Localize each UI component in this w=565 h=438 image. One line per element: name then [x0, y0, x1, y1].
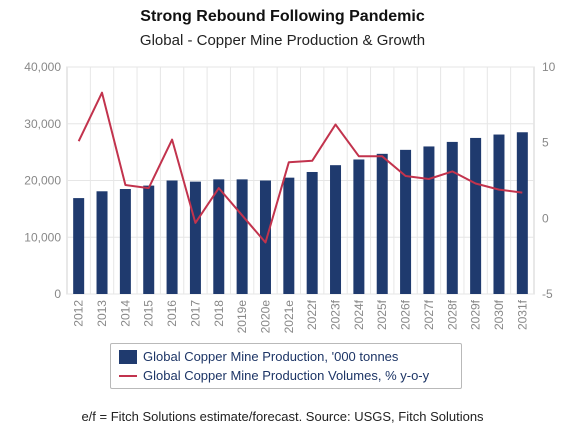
production-bar	[259, 180, 271, 294]
x-tick-label: 2027f	[422, 299, 436, 330]
production-bars	[73, 132, 528, 294]
x-tick-label: 2021e	[282, 300, 296, 334]
left-tick-label: 0	[54, 287, 61, 301]
growth-line-group	[77, 91, 523, 244]
x-tick-label: 2019e	[235, 300, 249, 334]
grid-lines	[66, 66, 535, 295]
left-tick-label: 30,000	[24, 117, 61, 131]
x-tick-label: 2025f	[375, 299, 389, 330]
legend: Global Copper Mine Production, '000 tonn…	[110, 343, 462, 389]
left-tick-label: 10,000	[24, 230, 61, 244]
right-tick-label: 10	[542, 60, 556, 74]
x-tick-label: 2031f	[515, 299, 529, 330]
chart-title: Strong Rebound Following Pandemic	[140, 8, 425, 25]
x-tick-label: 2026f	[399, 299, 413, 330]
production-bar	[306, 171, 318, 294]
x-tick-label: 2017	[188, 300, 202, 327]
x-tick-label: 2023f	[329, 299, 343, 330]
production-bar	[330, 165, 342, 294]
source-footnote: e/f = Fitch Solutions estimate/forecast.…	[81, 409, 484, 424]
right-tick-label: -5	[542, 287, 553, 301]
production-bar	[516, 132, 528, 294]
legend-bar-swatch	[119, 349, 137, 364]
right-tick-label: 0	[542, 211, 549, 225]
production-bar	[470, 137, 482, 294]
legend-label-production: Global Copper Mine Production, '000 tonn…	[143, 349, 399, 364]
production-bar	[353, 159, 365, 294]
legend-item-growth: Global Copper Mine Production Volumes, %…	[119, 368, 429, 383]
x-tick-label: 2013	[95, 300, 109, 327]
legend-line-swatch	[119, 374, 137, 377]
x-tick-label: 2022f	[305, 299, 319, 330]
x-tick-label: 2029f	[469, 299, 483, 330]
x-tick-label: 2024f	[352, 299, 366, 330]
legend-label-growth: Global Copper Mine Production Volumes, %…	[143, 368, 430, 383]
x-tick-label: 2016	[165, 300, 179, 327]
x-tick-label: 2028f	[445, 299, 459, 330]
production-bar	[376, 153, 388, 294]
x-tick-label: 2012	[72, 300, 86, 327]
x-tick-label: 2030f	[492, 299, 506, 330]
right-tick-label: 5	[542, 136, 549, 150]
production-bar	[400, 149, 412, 294]
production-bar	[96, 191, 108, 294]
x-tick-label: 2014	[118, 300, 132, 327]
production-bar	[446, 141, 458, 294]
production-bar	[493, 134, 505, 294]
production-bar	[73, 198, 85, 294]
production-bar	[166, 180, 178, 294]
chart-subtitle: Global - Copper Mine Production & Growth	[139, 32, 426, 49]
legend-item-production: Global Copper Mine Production, '000 tonn…	[119, 349, 398, 364]
x-tick-label: 2020e	[258, 300, 272, 334]
production-bar	[213, 179, 225, 294]
x-tick-label: 2015	[142, 300, 156, 327]
production-bar	[236, 179, 248, 294]
production-bar	[143, 185, 155, 294]
left-tick-label: 20,000	[24, 174, 61, 188]
left-tick-label: 40,000	[24, 60, 61, 74]
production-bar	[283, 177, 295, 294]
growth-line	[77, 91, 523, 244]
production-bar	[189, 181, 201, 294]
production-bar	[423, 146, 435, 294]
x-tick-label: 2018	[212, 300, 226, 327]
production-bar	[119, 189, 131, 294]
axes: 0 10,000 20,000 30,000 40,000 -5 0 5 10 2012 2013 2…	[24, 60, 555, 333]
